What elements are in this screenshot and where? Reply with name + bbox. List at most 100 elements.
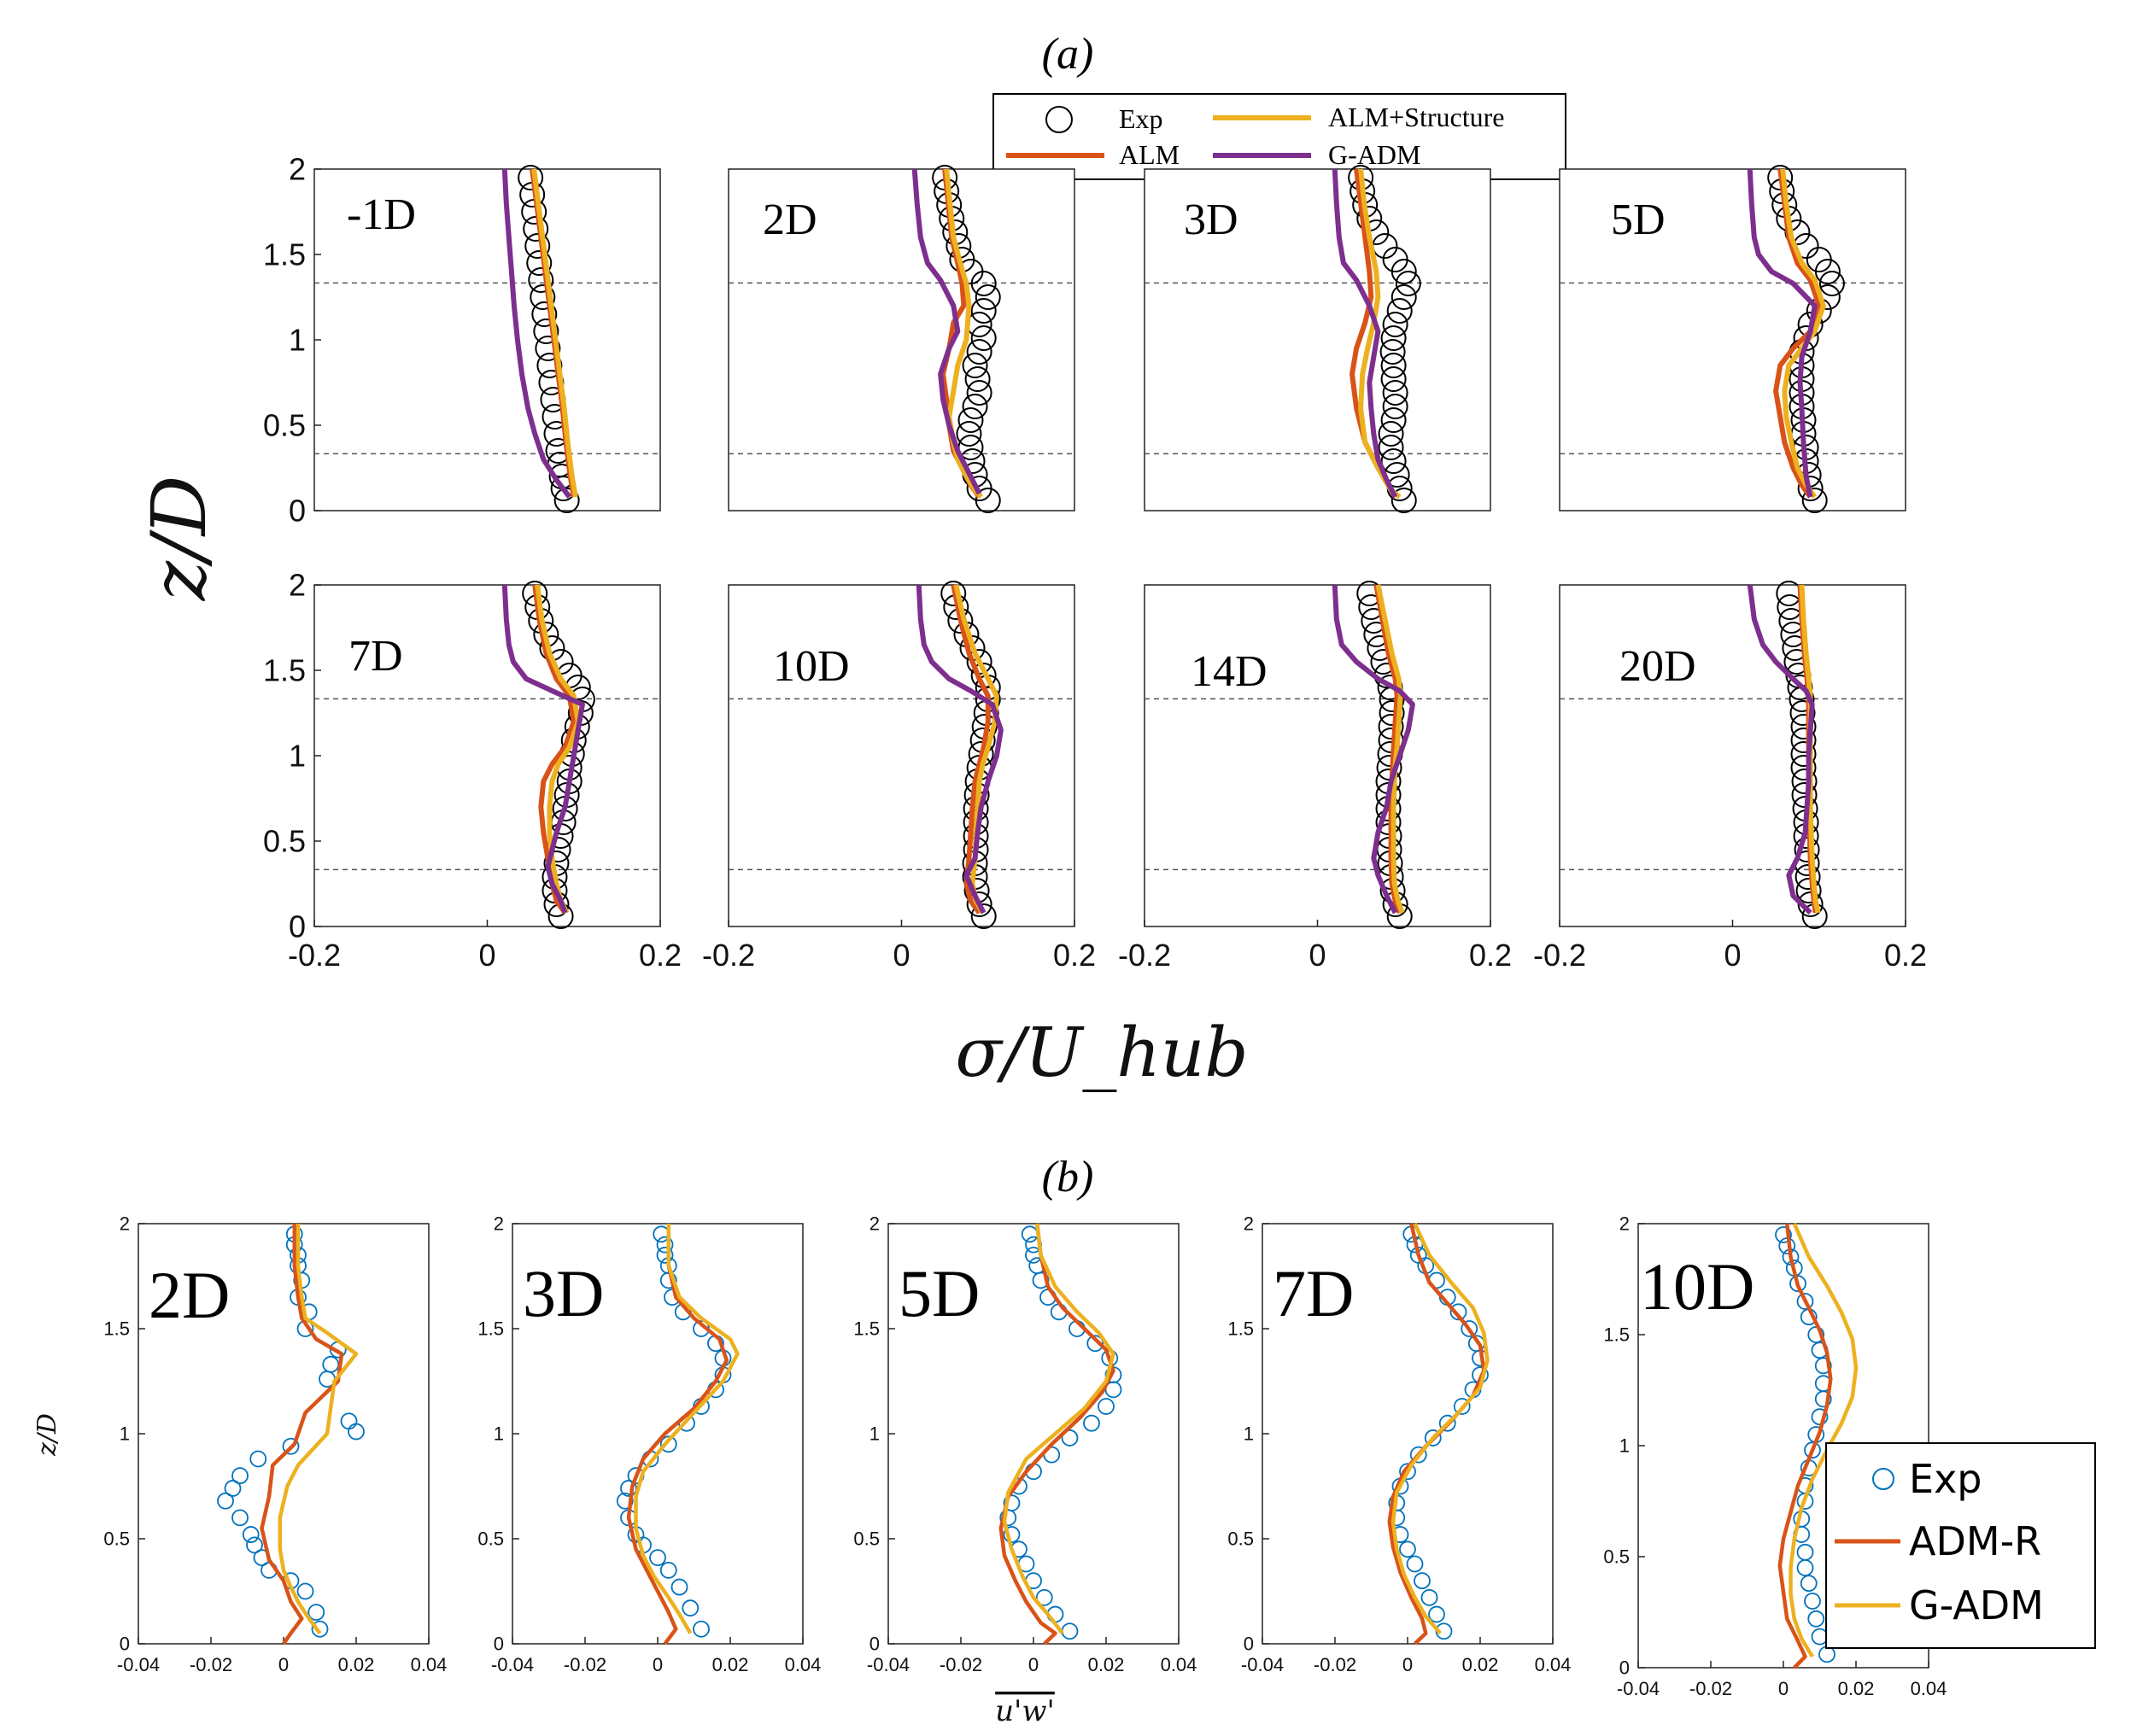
- subplot-label: 3D: [1184, 196, 1238, 244]
- y-tick-label: 0.5: [477, 1528, 504, 1550]
- series-alm-structure: [1358, 168, 1402, 500]
- exp-point: [962, 353, 988, 378]
- exp-point: [656, 1247, 674, 1264]
- exp-point: [999, 1509, 1017, 1527]
- exp-point: [1380, 366, 1407, 392]
- x-tick-label: 0.02: [1462, 1654, 1499, 1675]
- exp-point: [970, 903, 997, 929]
- y-tick-label: 1: [289, 323, 306, 358]
- exp-point: [1811, 1408, 1829, 1426]
- exp-point: [535, 336, 561, 361]
- subplot-3d: 3D: [1144, 165, 1491, 513]
- subplot-5d: 0 0.5 1 1.5 2 -0.04 -0.02 0 0.02 0.04 5D: [853, 1213, 1197, 1675]
- y-tick-label: 0.5: [1227, 1528, 1254, 1550]
- y-tick-label: 1.5: [263, 653, 306, 688]
- exp-point: [1775, 1226, 1792, 1243]
- exp-point: [533, 319, 559, 344]
- exp-point: [522, 581, 548, 606]
- x-tick-label: 0: [1309, 938, 1326, 973]
- x-tick-label: 0.02: [1838, 1678, 1875, 1699]
- exp-point: [1453, 1398, 1471, 1415]
- x-tick-label: 0.02: [338, 1654, 375, 1675]
- x-tick-label: 0: [478, 938, 495, 973]
- exp-point: [1784, 219, 1811, 245]
- exp-point: [1391, 488, 1417, 513]
- subplot-label: 2D: [763, 196, 817, 244]
- y-tick-label: 0.5: [263, 408, 306, 443]
- exp-point: [1406, 1555, 1424, 1573]
- exp-point: [1804, 1441, 1821, 1459]
- series-alm-structure: [944, 168, 983, 499]
- exp-point: [670, 1578, 688, 1596]
- y-tick-label: 2: [289, 152, 306, 187]
- exp-point: [524, 233, 551, 259]
- exp-point: [1814, 1357, 1832, 1375]
- subplot-3d: 0 0.5 1 1.5 2 -0.04 -0.02 0 0.02 0.04 3D: [477, 1213, 821, 1675]
- exp-point: [531, 301, 558, 327]
- subplot-label: 7D: [348, 632, 403, 681]
- exp-point: [518, 165, 544, 190]
- x-tick-label: -0.04: [491, 1654, 534, 1675]
- exp-point: [1382, 312, 1408, 337]
- exp-point: [970, 325, 997, 351]
- x-tick-label: 0.02: [1088, 1654, 1125, 1675]
- exp-point: [1794, 864, 1821, 890]
- exp-point: [1395, 271, 1421, 296]
- x-tick-label: -0.02: [190, 1654, 232, 1675]
- exp-point: [296, 1582, 314, 1600]
- y-tick-label: 1: [869, 1423, 880, 1445]
- exp-point: [1790, 741, 1817, 767]
- panel-b-ylabel: z/D: [32, 1413, 62, 1457]
- exp-point: [1814, 1390, 1832, 1408]
- subplot-label: -1D: [347, 190, 416, 239]
- exp-point: [1382, 380, 1408, 406]
- x-tick-label: 0.04: [785, 1654, 822, 1675]
- panel-a-legend: Exp ALM+Structure ALM G-ADM: [992, 93, 1566, 180]
- y-tick-label: 0: [1244, 1634, 1254, 1655]
- series-g-adm: [1332, 168, 1398, 499]
- series-alm-structure: [953, 584, 999, 915]
- subplot-label: 3D: [523, 1256, 604, 1330]
- exp-point: [1789, 700, 1816, 726]
- exp-point: [528, 267, 554, 293]
- x-tick-label: 0: [893, 938, 910, 973]
- axes-frame: [728, 584, 1075, 927]
- exp-point: [1800, 1575, 1818, 1593]
- axes-frame: [1144, 584, 1491, 927]
- exp-point: [1378, 435, 1404, 460]
- y-tick-label: 0: [869, 1634, 880, 1655]
- series-adm-r: [1777, 1223, 1833, 1669]
- panel-b-axes: 0 0.5 1 1.5 2 -0.04 -0.02 0 0.02 0.04 2D 0 0.5 1 1.5 2 -…: [103, 1213, 1947, 1699]
- y-tick-label: 1.5: [263, 237, 306, 272]
- y-tick-label: 0: [289, 909, 306, 944]
- subplot-label: 10D: [1640, 1249, 1754, 1324]
- series-g-adm: [1747, 584, 1815, 915]
- y-tick-label: 0.5: [1603, 1546, 1630, 1568]
- x-tick-label: 0: [653, 1654, 663, 1675]
- exp-point: [693, 1620, 710, 1638]
- subplot-label: 14D: [1191, 647, 1268, 696]
- legend-b-exp-label: Exp: [1909, 1456, 1982, 1502]
- x-tick-label: -0.04: [1617, 1678, 1660, 1699]
- exp-point: [1790, 755, 1817, 780]
- exp-point: [553, 488, 580, 513]
- y-tick-label: 1: [289, 739, 306, 774]
- x-tick-label: -0.2: [1118, 938, 1171, 973]
- exp-point: [1797, 476, 1824, 501]
- subplot-label: 5D: [1611, 196, 1666, 244]
- series-adm-r: [998, 1223, 1115, 1645]
- x-tick-label: -0.02: [564, 1654, 606, 1675]
- x-tick-label: 0.2: [1469, 938, 1512, 973]
- subplot-label: 5D: [899, 1256, 980, 1330]
- exp-point: [1391, 259, 1417, 284]
- exp-point: [231, 1467, 249, 1485]
- x-tick-label: 0: [1724, 938, 1741, 973]
- exp-point: [217, 1492, 234, 1510]
- y-tick-label: 1: [1619, 1435, 1630, 1457]
- exp-point: [1399, 1540, 1416, 1558]
- exp-point: [224, 1480, 242, 1497]
- exp-point: [1409, 1446, 1427, 1464]
- y-tick-label: 2: [120, 1213, 130, 1235]
